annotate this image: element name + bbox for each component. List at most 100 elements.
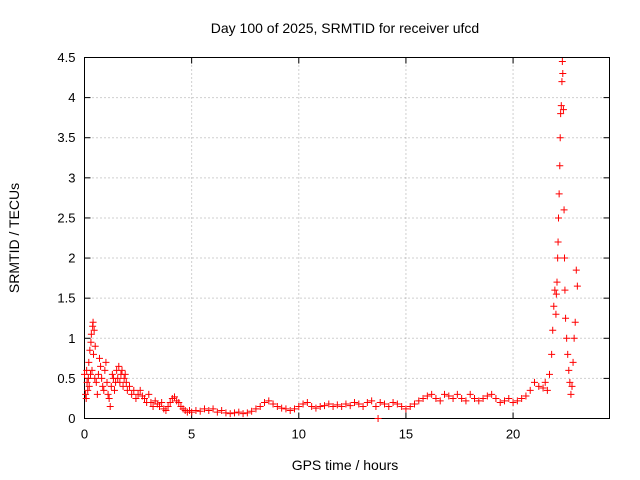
- data-point: [428, 390, 436, 398]
- data-point: [398, 402, 406, 410]
- plot-frame: [84, 57, 610, 419]
- data-point: [84, 374, 92, 382]
- data-point: [415, 397, 423, 405]
- data-point: [385, 402, 393, 410]
- data-point: [90, 350, 97, 358]
- data-point: [475, 397, 483, 405]
- data-point: [570, 334, 578, 342]
- data-point: [134, 390, 142, 398]
- data-point: [363, 398, 371, 406]
- data-point: [101, 366, 109, 374]
- data-point: [423, 392, 431, 400]
- data-point: [145, 390, 153, 398]
- data-point: [554, 254, 562, 262]
- data-point: [316, 402, 324, 410]
- data-point: [342, 400, 350, 408]
- data-point: [248, 407, 256, 415]
- data-point: [87, 330, 95, 338]
- data-point: [535, 382, 543, 390]
- data-point: [550, 302, 558, 310]
- data-point: [561, 286, 569, 294]
- y-tick-label: 3: [68, 170, 75, 185]
- data-point: [483, 392, 491, 400]
- data-point: [122, 378, 130, 386]
- data-point: [84, 386, 92, 394]
- data-point: [175, 398, 183, 406]
- data-point: [558, 58, 566, 66]
- data-point: [188, 408, 196, 416]
- data-point: [282, 405, 290, 413]
- data-point: [91, 342, 99, 350]
- data-point: [558, 78, 566, 86]
- data-point: [569, 358, 577, 366]
- x-tick-label: 20: [506, 427, 520, 442]
- data-point: [88, 366, 96, 374]
- data-point: [92, 378, 100, 386]
- data-point: [256, 402, 264, 410]
- y-tick-label: 3.5: [57, 130, 75, 145]
- data-point: [549, 326, 557, 334]
- data-point: [552, 310, 560, 318]
- data-point: [419, 394, 427, 402]
- data-point: [496, 398, 504, 406]
- data-point: [453, 390, 461, 398]
- data-point: [98, 374, 106, 382]
- data-point: [235, 408, 243, 416]
- data-point: [201, 405, 208, 413]
- data-point: [286, 406, 294, 414]
- data-point: [114, 374, 122, 382]
- data-point: [97, 362, 105, 370]
- data-point: [132, 394, 140, 402]
- data-point: [554, 238, 562, 246]
- data-point: [381, 400, 388, 408]
- data-point: [555, 190, 563, 198]
- data-point: [548, 350, 556, 358]
- data-point: [479, 394, 487, 402]
- data-point: [94, 370, 102, 378]
- data-point: [115, 362, 123, 370]
- data-point: [321, 402, 328, 410]
- y-tick-label: 0: [68, 411, 75, 426]
- data-point: [239, 410, 247, 418]
- data-point: [87, 370, 94, 378]
- data-point: [552, 290, 560, 298]
- data-point: [432, 394, 440, 402]
- data-point: [291, 405, 298, 413]
- data-point: [136, 386, 144, 394]
- data-point: [128, 390, 136, 398]
- data-point: [299, 400, 307, 408]
- data-point: [561, 254, 568, 262]
- data-point: [205, 406, 213, 414]
- data-point: [158, 398, 166, 406]
- data-point: [571, 318, 579, 326]
- data-point: [553, 278, 561, 286]
- data-point: [116, 378, 124, 386]
- data-point: [96, 354, 103, 362]
- data-point: [346, 402, 354, 410]
- data-point: [111, 386, 118, 394]
- data-point: [543, 386, 551, 394]
- data-point: [89, 318, 97, 326]
- data-point: [555, 214, 562, 222]
- data-point: [372, 402, 380, 410]
- data-point: [522, 392, 530, 400]
- data-point: [338, 402, 346, 410]
- data-point: [359, 402, 367, 410]
- data-point: [303, 398, 311, 406]
- data-point: [121, 370, 129, 378]
- data-point: [557, 110, 565, 118]
- data-point: [557, 102, 565, 110]
- data-point: [458, 394, 466, 402]
- data-point: [93, 390, 101, 398]
- data-point: [162, 406, 170, 414]
- data-point: [406, 402, 414, 410]
- data-point: [509, 398, 517, 406]
- data-point: [156, 402, 163, 410]
- data-point: [86, 346, 94, 354]
- data-point: [295, 402, 303, 410]
- data-point: [90, 326, 98, 334]
- data-point: [226, 410, 234, 418]
- x-axis-label: GPS time / hours: [292, 457, 399, 473]
- data-point: [130, 386, 138, 394]
